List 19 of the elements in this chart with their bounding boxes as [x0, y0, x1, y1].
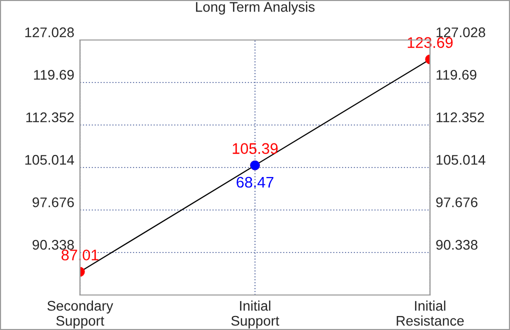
y2-tick-label: 90.338: [436, 240, 478, 250]
chart-title: Long Term Analysis: [196, 2, 315, 15]
y2-tick-label: 127.028: [436, 27, 486, 38]
y2-tick-label: 97.676: [436, 197, 478, 208]
data-label: 87.01: [62, 250, 98, 260]
annotation: 68.47: [236, 176, 274, 188]
y-tick-label: 90.338: [32, 240, 74, 250]
y2-tick-label: 112.352: [436, 112, 484, 122]
y2-tick-label: 105.014: [436, 154, 486, 165]
x-tick-label: Initial Resistance: [396, 300, 464, 326]
y-tick-label: 127.028: [25, 27, 74, 38]
y-tick-label: 105.014: [25, 154, 74, 165]
x-tick-label: Secondary Support: [47, 300, 114, 328]
data-label: 105.39: [232, 143, 278, 154]
y-tick-label: 119.69: [34, 70, 74, 80]
y-tick-label: 112.352: [26, 112, 74, 122]
x-tick-label: Initial Support: [231, 300, 280, 328]
y-tick-label: 97.676: [32, 197, 74, 208]
y2-tick-label: 119.69: [436, 70, 476, 80]
